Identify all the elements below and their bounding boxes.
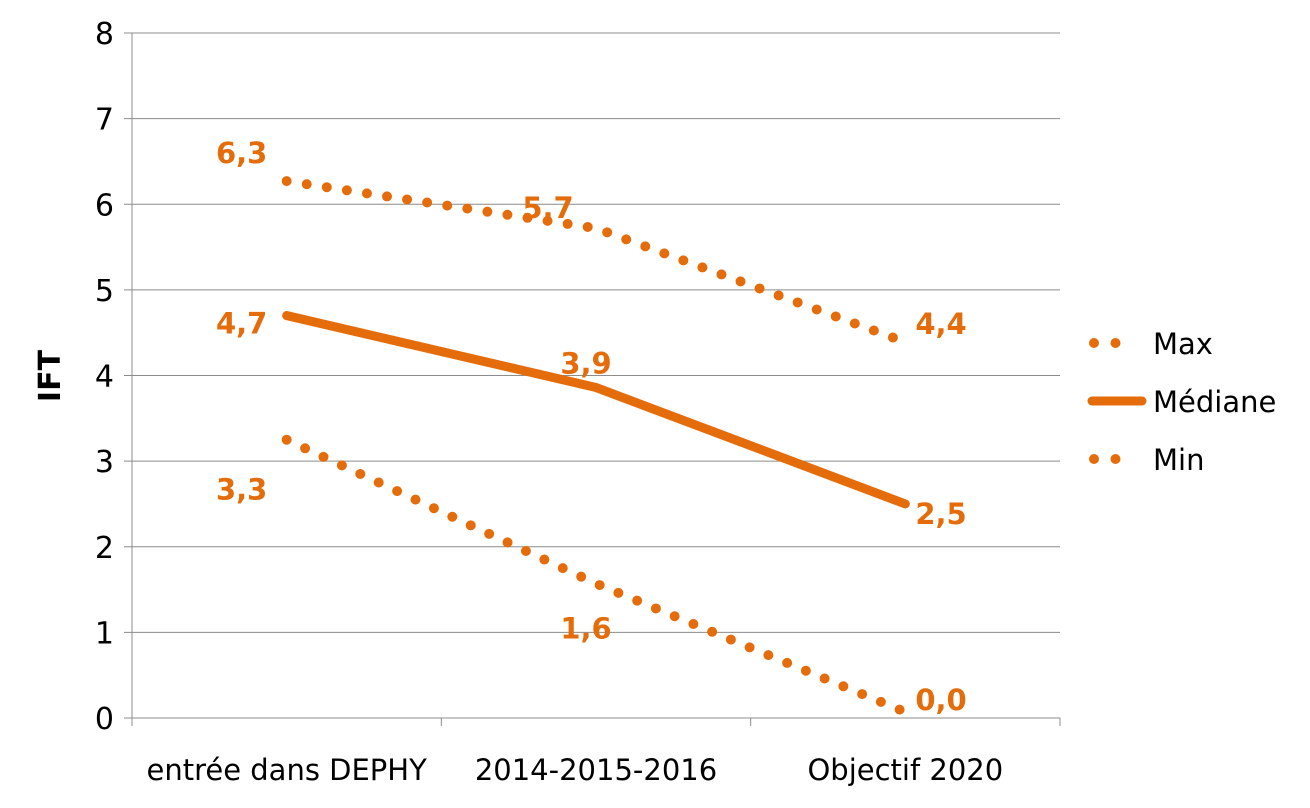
x-tick-label: entrée dans DEPHY [146,753,427,787]
data-label: 4,4 [915,307,966,341]
y-tick-label: 3 [95,445,114,480]
data-label: 1,6 [560,612,611,646]
y-tick-label: 6 [95,188,114,223]
y-tick-label: 8 [95,17,114,52]
gridlines [132,32,1060,633]
data-label: 3,3 [216,473,267,507]
y-tick-label: 7 [95,103,114,138]
y-tick-label: 4 [95,360,114,395]
y-tick-label: 1 [95,616,114,651]
data-label: 5,7 [522,191,573,225]
axes: 0 1 2 3 4 5 6 7 8 entrée dans DEPHY 2014-2015-2016… [95,17,1061,787]
legend: Max Médiane Min [1087,327,1276,477]
data-label: 2,5 [915,497,966,531]
series-line-max [281,176,911,348]
data-label: 6,3 [216,136,267,170]
data-labels: 6,3 5,7 4,4 4,7 3,9 2,5 3,3 1,6 0,0 [216,136,967,717]
y-axis-label: IFT [33,349,68,402]
series-group [281,176,911,718]
legend-label: Médiane [1153,385,1276,419]
y-tick-label: 5 [95,274,114,309]
y-tick-label: 2 [95,531,114,566]
series-line-min [281,434,911,718]
data-label: 0,0 [915,683,966,717]
y-tick-label: 0 [95,702,114,737]
data-label: 4,7 [216,307,267,341]
legend-label: Max [1153,327,1213,361]
data-label: 3,9 [560,346,611,380]
series-line-médiane [282,311,910,509]
x-tick-label: Objectif 2020 [807,753,1003,787]
legend-label: Min [1153,443,1204,477]
x-tick-label: 2014-2015-2016 [475,753,717,787]
